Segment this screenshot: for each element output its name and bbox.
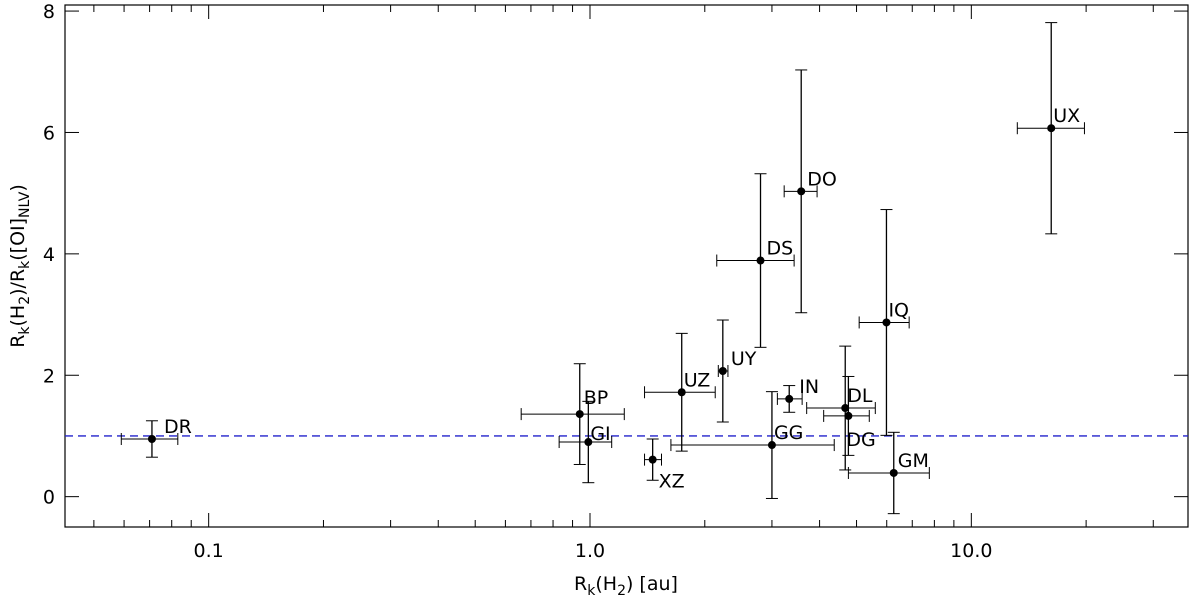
point [147,434,156,443]
point-label: XZ [659,471,685,493]
point [677,388,686,397]
plot-frame [64,4,1189,528]
y-tick-label: 0 [43,487,55,509]
point-label: IN [799,376,819,398]
point-label: GI [590,423,610,445]
y-tick-label: 8 [43,1,55,23]
y-axis-label: Rk(H2)/Rk([OI]NLV) [7,184,33,348]
point [767,441,776,450]
subscript: k [587,583,596,599]
point [575,410,584,419]
y-tick-label: 2 [43,365,55,387]
point-label: UY [731,348,757,370]
point [718,367,727,376]
point [785,394,794,403]
point [1047,124,1056,133]
subscript: k [17,326,33,335]
point [889,468,898,477]
point-label: DG [846,429,875,451]
x-axis-label: Rk(H2) [au] [574,573,678,599]
point [844,411,853,420]
point-label: UX [1053,105,1080,127]
subscript: 2 [17,296,33,305]
label-part: )/R [7,269,29,296]
point-label: DL [847,385,873,407]
point [841,404,850,413]
subscript: k [17,260,33,269]
point-label: BP [584,387,609,409]
x-tick-label: 1.0 [575,540,605,562]
point [648,455,657,464]
point-label: DS [767,238,794,260]
point-label: DO [807,168,837,190]
subscript: NLV [17,191,33,218]
label-part: (H [595,573,617,595]
point [584,438,593,447]
point [756,256,765,265]
point-label: GM [898,450,929,472]
label-part: ([OI] [7,218,29,261]
point-label: GG [774,422,803,444]
subscript: 2 [617,583,626,599]
label-part: (H [7,305,29,327]
label-part: R [7,335,29,348]
point [882,318,891,327]
label-part: ) [7,184,29,191]
label-part: ) [au] [626,573,678,595]
point-label: UZ [684,369,711,391]
y-tick-label: 6 [43,122,55,144]
x-tick-label: 10.0 [950,540,992,562]
label-part: R [574,573,587,595]
x-tick-label: 0.1 [194,540,224,562]
y-tick-label: 4 [43,244,55,266]
point [797,187,806,196]
point-label: DR [164,416,192,438]
point-label: IQ [888,299,909,321]
